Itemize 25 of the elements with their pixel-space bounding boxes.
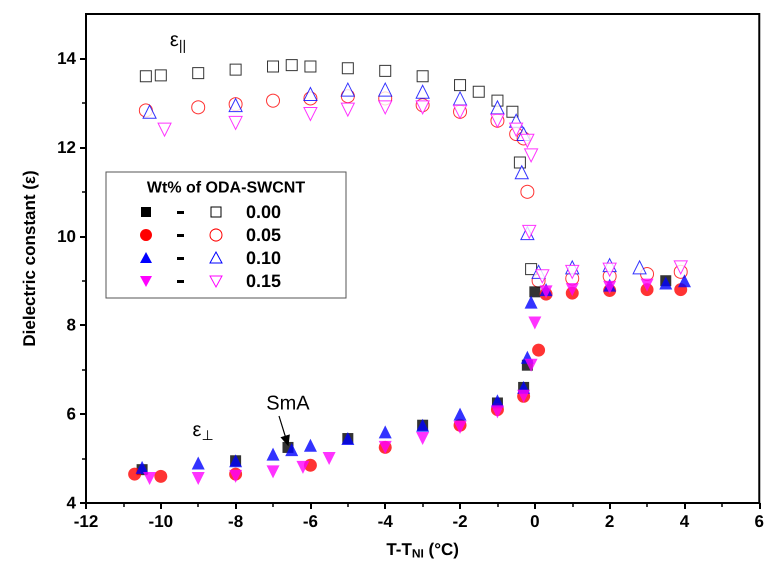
legend-label: 0.00 bbox=[246, 202, 282, 222]
legend-label: 0.05 bbox=[246, 225, 282, 245]
y-tick-label: 10 bbox=[57, 226, 76, 246]
x-tick-label: -12 bbox=[74, 512, 98, 531]
x-tick-label: 6 bbox=[754, 512, 764, 531]
legend-title: Wt% of ODA-SWCNT bbox=[146, 180, 306, 196]
legend-label: 0.10 bbox=[246, 248, 282, 268]
y-tick-label: 6 bbox=[66, 404, 76, 424]
y-axis-title: Dielectric constant (ε) bbox=[20, 170, 39, 347]
annotation: ε|| bbox=[170, 29, 186, 53]
x-tick-label: -2 bbox=[452, 512, 468, 531]
x-tick-label: -10 bbox=[148, 512, 174, 531]
y-tick-label: 8 bbox=[66, 316, 76, 335]
y-tick-label: 12 bbox=[57, 138, 76, 157]
x-tick-label: 0 bbox=[530, 512, 540, 531]
annotation: ε⊥ bbox=[192, 419, 214, 443]
x-tick-label: 2 bbox=[604, 512, 614, 531]
x-tick-label: -8 bbox=[228, 512, 244, 531]
annotation: SmA bbox=[266, 392, 310, 414]
x-tick-label: -6 bbox=[302, 512, 318, 531]
y-tick-label: 4 bbox=[66, 494, 77, 512]
x-tick-label: 4 bbox=[680, 512, 690, 531]
legend-label: 0.15 bbox=[246, 271, 282, 291]
y-tick-label: 14 bbox=[57, 48, 77, 68]
x-tick-label: -4 bbox=[378, 512, 394, 531]
